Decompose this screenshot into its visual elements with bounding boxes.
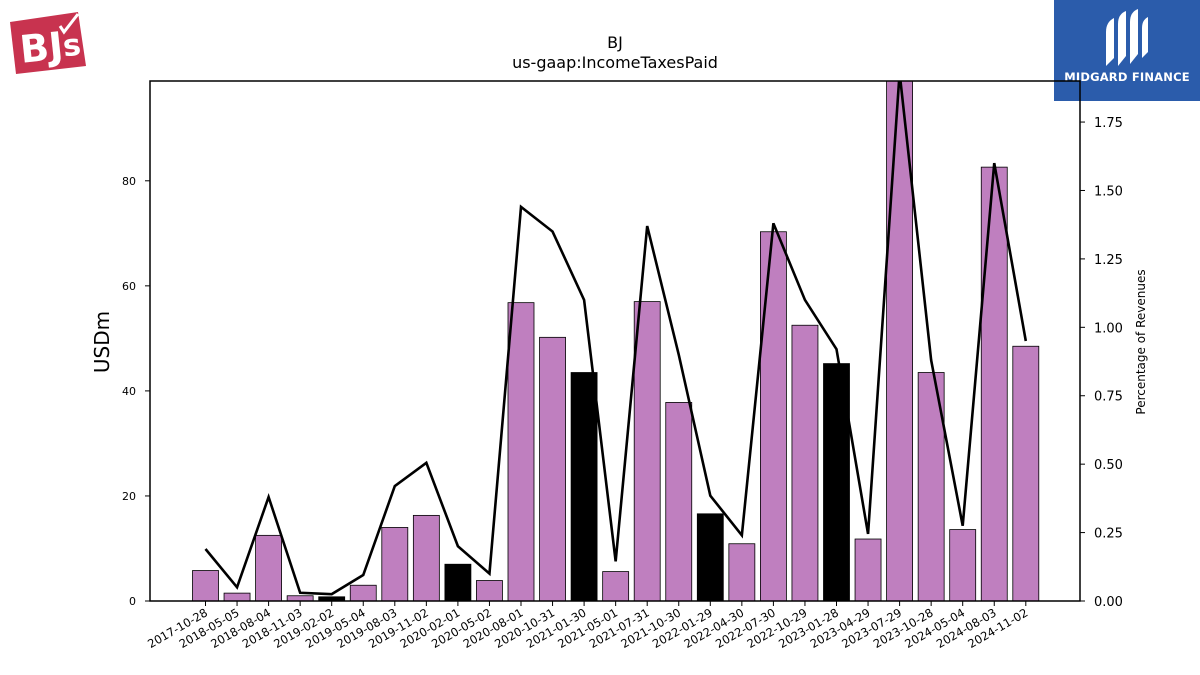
bar	[539, 336, 566, 602]
y-tick-label: 80	[122, 175, 136, 188]
bar	[412, 514, 440, 602]
bar	[854, 538, 882, 602]
svg-text:s: s	[61, 28, 82, 65]
y2-tick-label: 1.25	[1094, 253, 1123, 268]
bar	[570, 372, 598, 602]
bar	[476, 580, 503, 602]
y2-tick-label: 1.75	[1094, 116, 1123, 131]
midgard-mark-icon	[1106, 9, 1148, 66]
y2-axis-label: Percentage of Revenues	[1134, 269, 1148, 414]
y-tick-label: 20	[122, 490, 136, 503]
svg-text:BJ: BJ	[18, 24, 65, 72]
bar	[728, 543, 756, 602]
bar	[255, 534, 283, 602]
bar	[444, 563, 472, 602]
bar	[760, 231, 787, 602]
bar	[507, 302, 535, 602]
bar	[1012, 345, 1040, 602]
bar	[665, 402, 693, 602]
bar	[381, 527, 409, 602]
bar	[286, 595, 314, 602]
bar-series	[192, 80, 1040, 602]
y2-tick-label: 0.75	[1094, 390, 1123, 405]
y-axis-left: 0 20 40 60 80	[122, 175, 150, 608]
y-axis-right: 0.00 0.25 0.50 0.75 1.00 1.25 1.50 1.75	[1080, 116, 1123, 610]
y-tick-label: 0	[129, 595, 136, 608]
y2-tick-label: 1.00	[1094, 321, 1123, 336]
y-tick-label: 60	[122, 280, 136, 293]
y-tick-label: 40	[122, 385, 136, 398]
plot-frame	[149, 80, 1081, 602]
bar	[696, 513, 724, 602]
percentage-line	[204, 81, 1028, 596]
bar	[791, 324, 819, 602]
bar	[602, 571, 630, 602]
bar	[223, 592, 251, 602]
chart-subtitle: us-gaap:IncomeTaxesPaid	[512, 53, 718, 72]
line-series	[204, 81, 1028, 596]
bar	[192, 570, 219, 602]
midgard-logo-text: MIDGARD FINANCE	[1064, 70, 1190, 84]
x-axis: 2017-10-282018-05-052018-08-042018-11-03…	[145, 601, 1030, 651]
bar	[633, 301, 661, 602]
y-axis-label: USDm	[90, 311, 114, 373]
bar	[349, 584, 377, 602]
y2-tick-label: 0.00	[1094, 595, 1123, 610]
midgard-finance-logo: MIDGARD FINANCE	[1054, 0, 1200, 101]
chart-title: BJ	[607, 33, 623, 52]
y2-tick-label: 0.50	[1094, 458, 1123, 473]
bjs-logo: BJ s	[8, 8, 90, 78]
bar	[949, 529, 977, 602]
y2-tick-label: 1.50	[1094, 184, 1123, 199]
y2-tick-label: 0.25	[1094, 527, 1123, 542]
bar	[980, 166, 1008, 602]
